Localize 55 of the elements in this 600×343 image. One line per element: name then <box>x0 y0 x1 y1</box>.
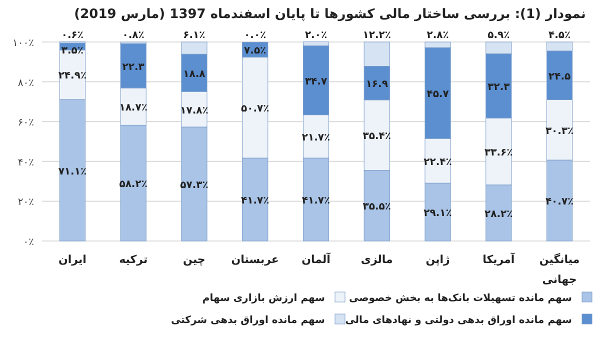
y-tick-label: ۸۰٪ <box>18 78 34 89</box>
data-label: ۱۷.۸٪ <box>180 105 208 116</box>
data-label: ۲۲.۳ <box>122 62 144 73</box>
y-tick-label: ۴۰٪ <box>18 157 34 168</box>
data-label: ۳۲.۳ <box>488 82 510 93</box>
data-label: ۱۸.۷٪ <box>119 102 148 114</box>
data-label: ۱۸.۸ <box>183 68 206 80</box>
x-tick-label: چین <box>183 253 206 266</box>
y-tick-label: ۶۰٪ <box>18 118 34 129</box>
x-tick-label: ژاپن <box>426 253 450 266</box>
data-label: ۵۷.۳٪ <box>180 180 208 191</box>
data-label: ۴۱.۷٪ <box>241 196 270 207</box>
legend-label: سهم مانده تسهیلات بانک‌ها به بخش خصوصی <box>348 293 572 304</box>
x-tick-label: آمریکا <box>482 252 515 266</box>
data-label: ۴۵.۷ <box>426 89 449 100</box>
data-label: ۵.۹٪ <box>488 30 510 41</box>
x-tick-label: میانگین جهانی <box>539 253 580 286</box>
data-label: ۴۱.۷٪ <box>302 196 330 207</box>
x-tick-label: ترکیه <box>119 253 148 266</box>
data-label: ۲۹.۱٪ <box>424 208 452 220</box>
data-label: ۲۲.۴٪ <box>424 156 452 168</box>
data-label: ۰.۸٪ <box>122 30 144 41</box>
data-label: ۱۶.۹ <box>366 79 388 90</box>
data-label: ۰.۶٪ <box>61 30 84 41</box>
x-tick-label: آلمان <box>302 252 331 266</box>
data-label: ۱۲.۲٪ <box>362 30 391 41</box>
data-label: ۳۳.۶٪ <box>484 147 513 158</box>
data-label: ۴.۵٪ <box>548 30 571 41</box>
legend-label: سهم مانده اوراق بدهی شرکتی <box>170 315 326 326</box>
data-label: ۴۰.۷٪ <box>545 196 574 208</box>
x-tick-label: ایران <box>58 253 86 266</box>
y-tick-label: ۲۰٪ <box>18 197 34 208</box>
chart-title: نمودار (1): بررسی ساختار مالی کشورها تا پایان اسفندماه 1397 (مارس 2019) <box>74 7 586 22</box>
data-label: ۳۵.۵٪ <box>362 202 391 213</box>
data-label: ۲۸.۲٪ <box>484 208 513 220</box>
x-tick-label: مالزی <box>360 253 393 266</box>
data-label: ۳۰.۳٪ <box>545 126 574 137</box>
data-label: ۷.۵٪ <box>244 46 266 57</box>
data-label: ۵۸.۲٪ <box>119 179 148 190</box>
data-label: ۰.۰٪ <box>244 30 266 42</box>
legend-label: سهم ارزش بازاری سهام <box>202 293 326 304</box>
data-label: ۶.۱٪ <box>183 30 206 41</box>
data-label: ۳۴.۷ <box>304 76 328 88</box>
y-tick-label: ۱۰۰٪ <box>12 38 34 49</box>
data-label: ۷۱.۱٪ <box>58 166 87 178</box>
x-tick-label: عربستان <box>231 253 279 266</box>
legend-label: سهم مانده اوراق بدهی دولتی و نهادهای مالی <box>345 315 572 326</box>
data-label: ۲۱.۷٪ <box>302 132 330 144</box>
data-label: ۲۴.۹٪ <box>58 70 87 82</box>
data-label: ۲۴.۵ <box>548 71 571 82</box>
data-label: ۳۵.۴٪ <box>362 131 391 142</box>
data-label: ۵۰.۷٪ <box>241 104 270 115</box>
data-label: ۲.۰٪ <box>304 30 328 41</box>
y-tick-label: ۰٪ <box>23 237 34 248</box>
data-label: ۲.۸٪ <box>426 30 449 41</box>
